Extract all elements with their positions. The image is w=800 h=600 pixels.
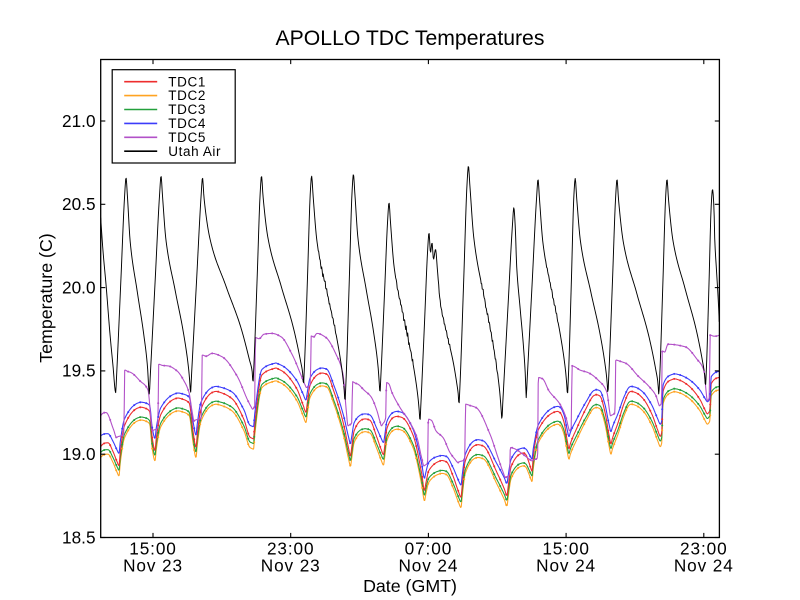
svg-text:18.5: 18.5 xyxy=(62,527,95,547)
svg-text:Nov 24: Nov 24 xyxy=(398,555,458,575)
svg-text:TDC4: TDC4 xyxy=(168,116,206,131)
svg-text:Date (GMT): Date (GMT) xyxy=(363,576,457,596)
svg-text:19.0: 19.0 xyxy=(62,444,95,464)
svg-text:APOLLO TDC Temperatures: APOLLO TDC Temperatures xyxy=(276,27,545,50)
svg-text:Utah Air: Utah Air xyxy=(168,144,221,159)
svg-text:Nov 23: Nov 23 xyxy=(123,555,183,575)
svg-text:21.0: 21.0 xyxy=(62,111,95,131)
svg-text:Nov 23: Nov 23 xyxy=(261,555,321,575)
svg-text:Nov 24: Nov 24 xyxy=(674,555,734,575)
svg-text:TDC5: TDC5 xyxy=(168,130,206,145)
svg-text:20.5: 20.5 xyxy=(62,194,95,214)
svg-text:TDC3: TDC3 xyxy=(168,102,206,117)
svg-text:23:00: 23:00 xyxy=(680,539,728,559)
svg-text:20.0: 20.0 xyxy=(62,277,95,297)
svg-text:15:00: 15:00 xyxy=(542,539,590,559)
svg-text:TDC2: TDC2 xyxy=(168,88,206,103)
svg-text:Nov 24: Nov 24 xyxy=(536,555,596,575)
svg-text:TDC1: TDC1 xyxy=(168,74,206,89)
svg-text:19.5: 19.5 xyxy=(62,361,95,381)
svg-text:Temperature (C): Temperature (C) xyxy=(36,233,56,362)
svg-text:15:00: 15:00 xyxy=(129,539,177,559)
svg-text:07:00: 07:00 xyxy=(405,539,453,559)
svg-text:23:00: 23:00 xyxy=(267,539,315,559)
